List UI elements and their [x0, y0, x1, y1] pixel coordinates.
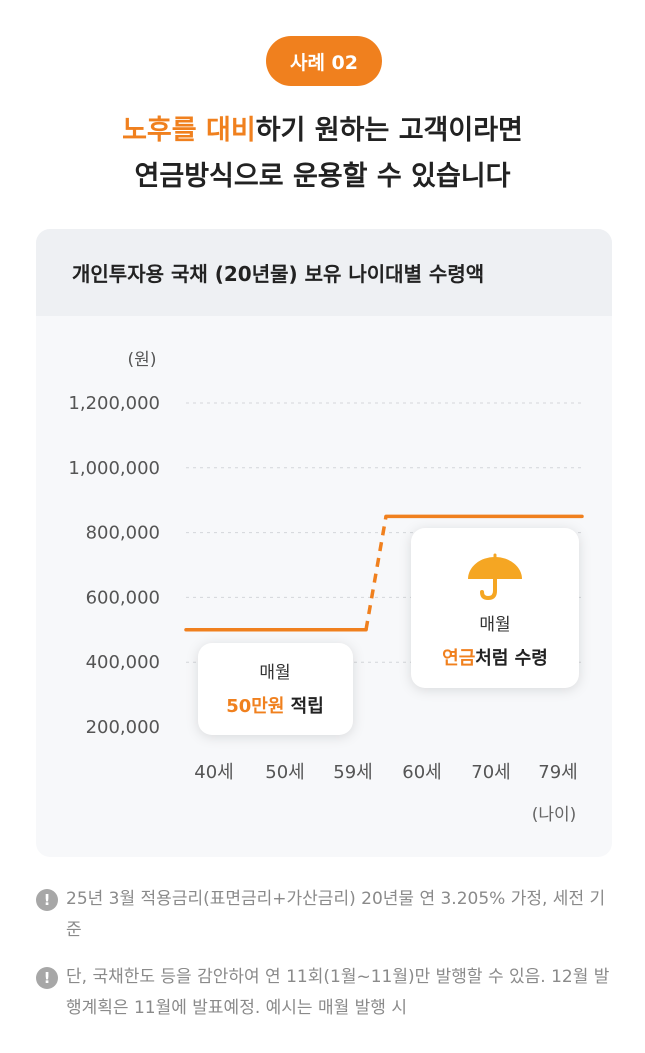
note-text: 단, 국채한도 등을 감안하여 연 11회(1월~11월)만 발행할 수 있음.… [66, 967, 610, 1018]
y-tick-label: 1,200,000 [68, 393, 160, 414]
headline-accent: 노후를 대비 [122, 115, 256, 146]
note-text: 25년 3월 적용금리(표면금리+가산금리) 20년물 연 3.205% 가정,… [66, 889, 606, 940]
headline-line-1: 노후를 대비하기 원하는 고객이라면 [0, 108, 645, 147]
note-2: ! 단, 국채한도 등을 감안하여 연 11회(1월~11월)만 발행할 수 있… [36, 962, 616, 1024]
chart-title: 개인투자용 국채 (20년물) 보유 나이대별 수령액 [36, 229, 612, 316]
pension-callout: 매월 연금처럼 수령 [411, 528, 579, 688]
pension-label: 매월 [479, 615, 510, 635]
info-icon: ! [36, 967, 58, 989]
y-tick-label: 1,000,000 [68, 458, 160, 479]
x-tick-label: 70세 [471, 762, 510, 783]
pension-accent: 연금 [442, 648, 475, 669]
x-tick-label: 50세 [265, 762, 304, 783]
note-1: ! 25년 3월 적용금리(표면금리+가산금리) 20년물 연 3.205% 가… [36, 884, 616, 946]
y-tick-label: 800,000 [86, 523, 160, 544]
saving-label: 매월 [259, 663, 290, 683]
y-axis-unit: (원) [128, 350, 157, 370]
series-transition-line [364, 516, 388, 631]
x-tick-label: 59세 [333, 762, 372, 783]
info-icon: ! [36, 889, 58, 911]
y-tick-label: 600,000 [86, 587, 160, 608]
y-tick-label: 200,000 [86, 717, 160, 738]
saving-suffix: 적립 [284, 696, 323, 717]
line-chart: 1,200,000 1,000,000 800,000 600,000 400,000 2… [68, 350, 584, 825]
x-tick-label: 60세 [402, 762, 441, 783]
y-tick-label: 400,000 [86, 652, 160, 673]
pension-suffix: 처럼 수령 [475, 648, 548, 669]
pension-text: 연금처럼 수령 [442, 648, 548, 669]
headline-rest: 하기 원하는 고객이라면 [255, 115, 523, 146]
x-tick-label: 40세 [194, 762, 233, 783]
headline-line-2: 연금방식으로 운용할 수 있습니다 [134, 161, 511, 192]
chart-card: 개인투자용 국채 (20년물) 보유 나이대별 수령액 1,200,000 1,0… [36, 229, 612, 857]
saving-callout: 매월 50만원 적립 [198, 643, 353, 735]
saving-text: 50만원 적립 [226, 696, 324, 717]
saving-amount: 50만원 [226, 696, 284, 717]
x-tick-label: 79세 [538, 762, 577, 783]
x-axis-unit: (나이) [532, 805, 577, 825]
case-badge: 사례 02 [266, 36, 382, 86]
umbrella-icon [468, 553, 522, 601]
